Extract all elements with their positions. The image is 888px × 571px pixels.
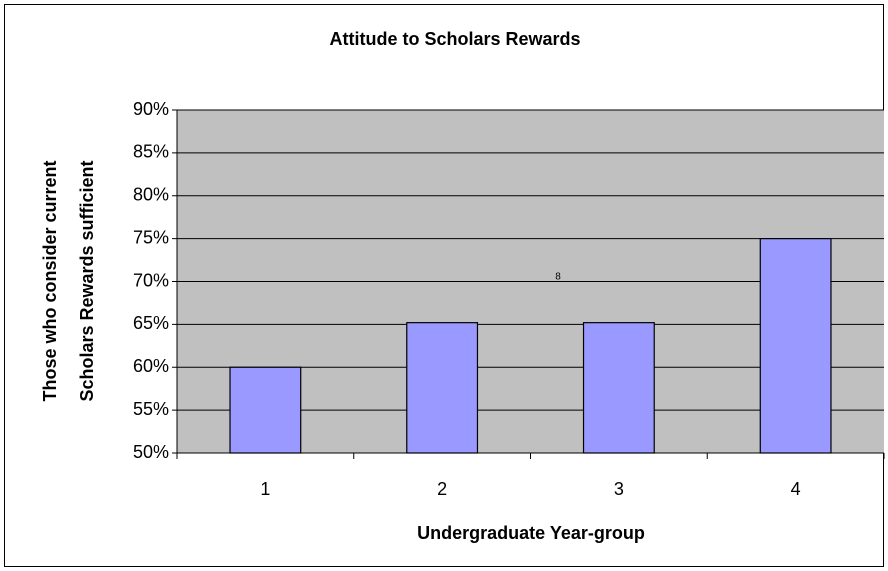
y-tick-label: 55% <box>133 399 169 419</box>
annotation: 8 <box>555 272 561 283</box>
y-tick-label: 70% <box>133 270 169 290</box>
x-axis-label: Undergraduate Year-group <box>417 523 645 543</box>
x-tick-label: 3 <box>614 479 624 499</box>
bar <box>759 238 832 454</box>
bar <box>582 322 655 454</box>
x-tick-label: 4 <box>791 479 801 499</box>
bar <box>406 322 479 454</box>
y-tick-label: 80% <box>133 185 169 205</box>
y-tick-label: 65% <box>133 313 169 333</box>
y-tick-label: 75% <box>133 227 169 247</box>
bar <box>229 366 302 454</box>
y-tick-label: 50% <box>133 442 169 462</box>
y-axis-label: Those who consider current <box>40 160 60 401</box>
x-tick-label: 1 <box>260 479 270 499</box>
y-tick-label: 85% <box>133 142 169 162</box>
y-tick-label: 60% <box>133 356 169 376</box>
y-tick-label: 90% <box>133 99 169 119</box>
x-tick-label: 2 <box>437 479 447 499</box>
chart-title: Attitude to Scholars Rewards <box>329 29 580 49</box>
y-axis-label: Scholars Rewards sufficient <box>77 160 97 401</box>
